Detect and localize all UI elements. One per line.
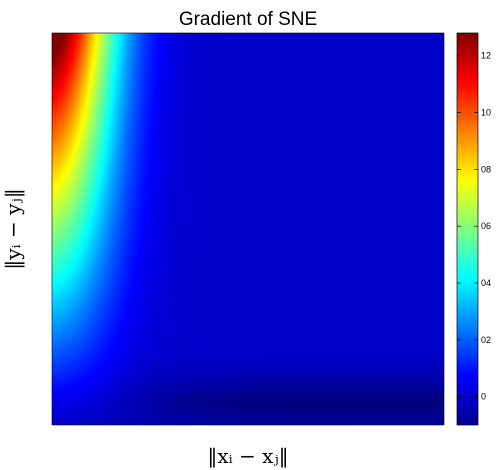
colorbar-tick-label: 08 [481,164,491,174]
colorbar-tick-label: 06 [481,221,491,231]
y-axis-label: ‖yᵢ − yⱼ‖ [1,188,26,269]
colorbar-tick-label: 04 [481,278,491,288]
chart-title: Gradient of SNE [179,9,317,30]
colorbar-frame [456,32,479,426]
heatmap-image [52,33,444,425]
colorbar-tick-label: 02 [481,335,491,345]
colorbar: 0 02 04 06 08 10 12 [456,32,491,426]
colorbar-tick-label: 12 [481,51,491,61]
plot-frame [51,32,445,426]
colorbar-ticks: 0 02 04 06 08 10 12 [457,51,491,402]
colorbar-fill [457,33,478,425]
colorbar-tick-label: 0 [481,392,486,402]
x-axis-label: ‖xᵢ − xⱼ‖ [207,444,288,469]
heatmap-plot-area [51,32,445,426]
colorbar-tick-label: 10 [481,108,491,118]
